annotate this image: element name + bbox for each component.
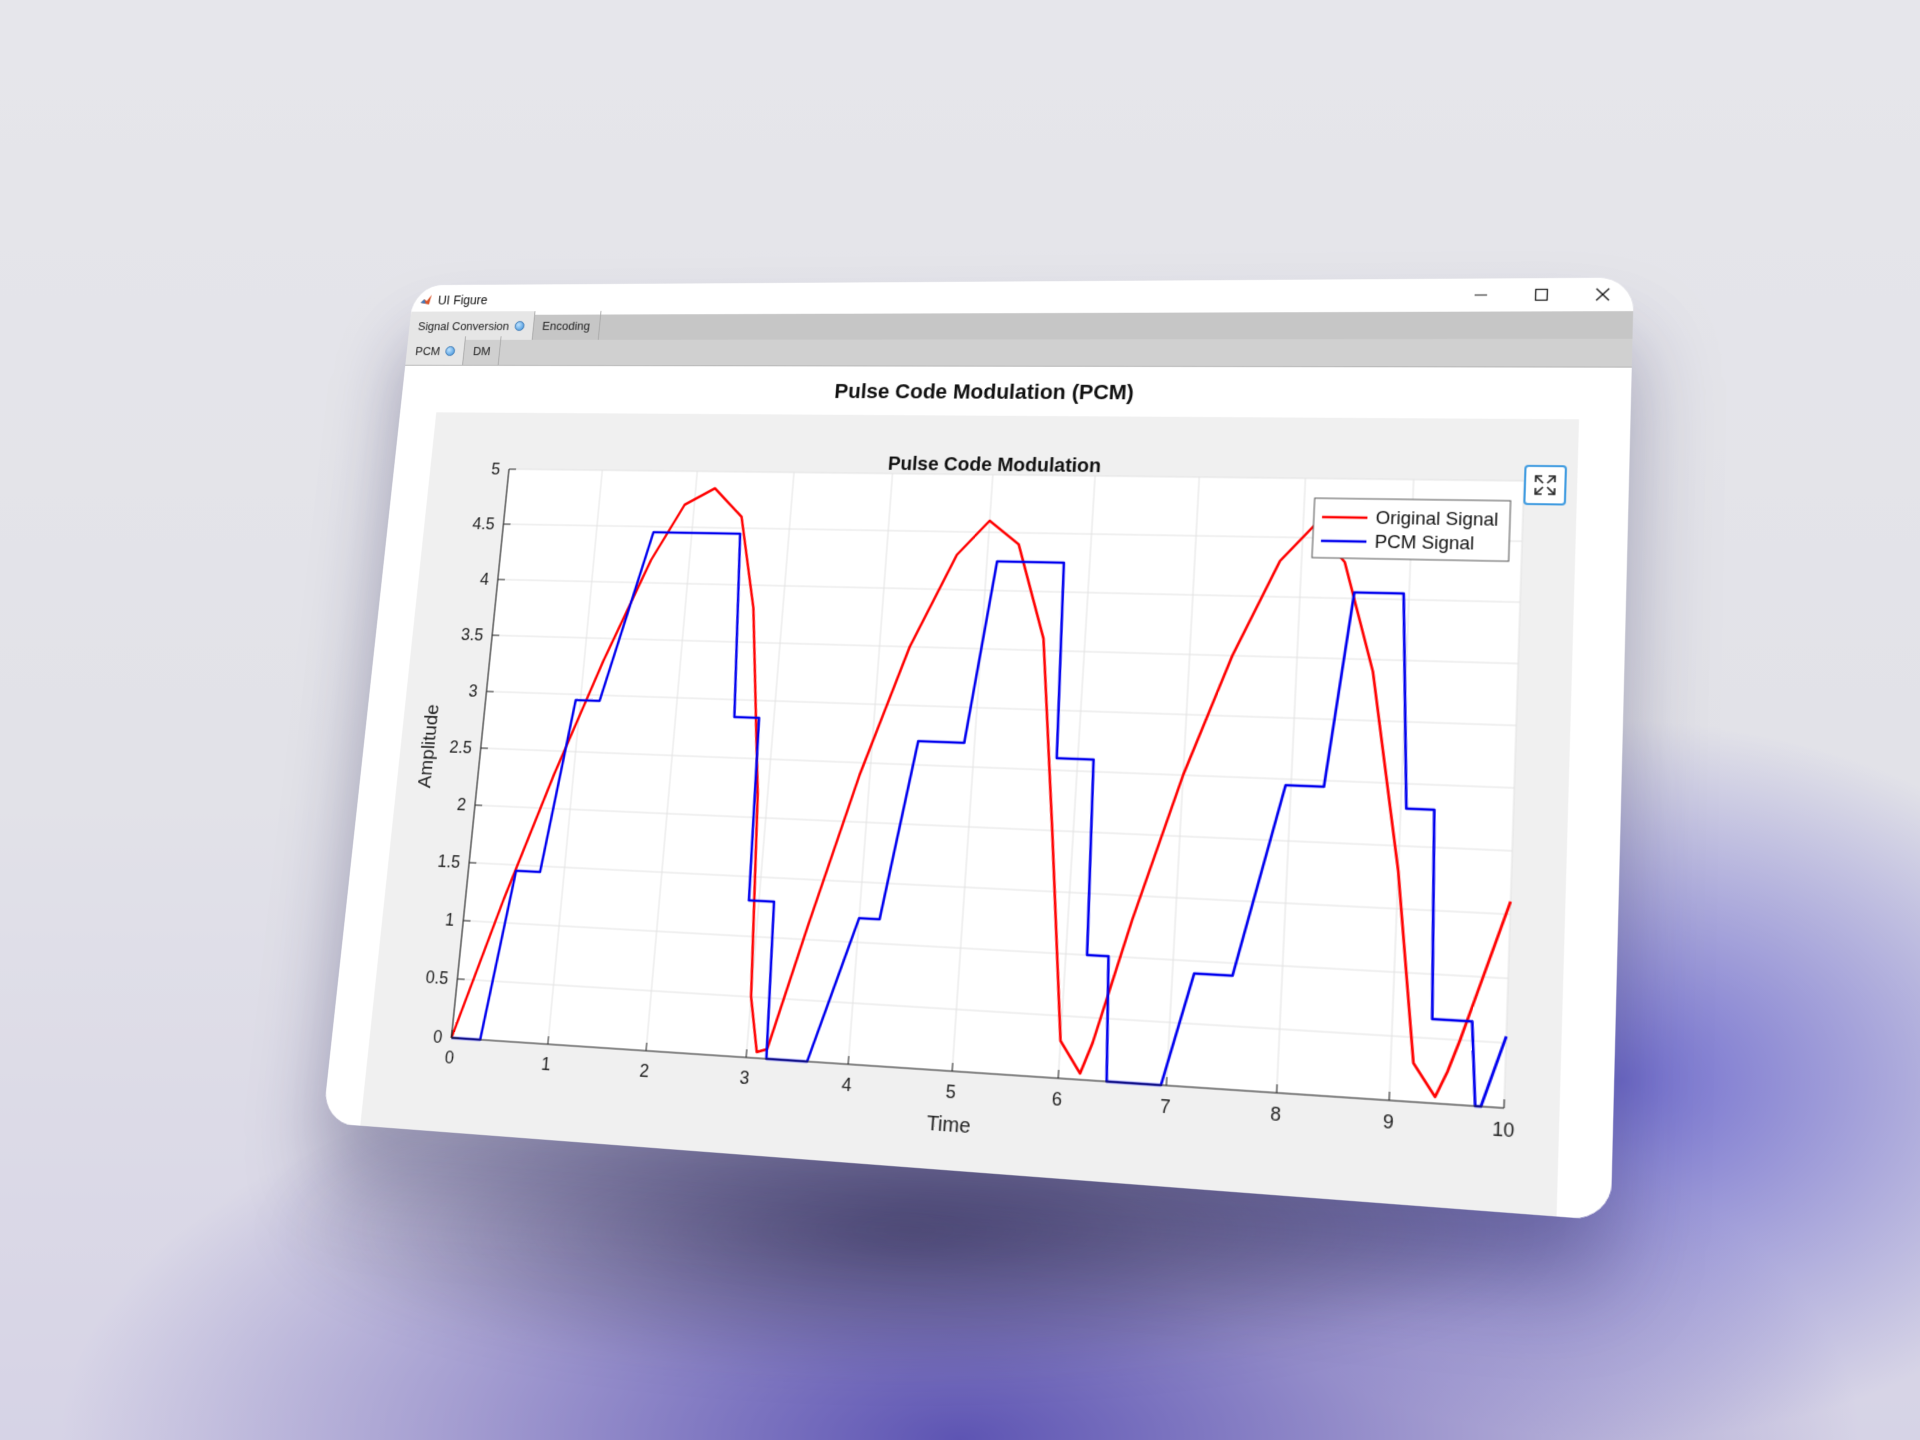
legend-pcm-swatch [1321,541,1366,542]
tab-status-dot-icon [445,346,456,356]
y-tick-label: 4.5 [472,514,496,533]
x-tick [848,1056,849,1064]
x-tick-label: 4 [841,1074,852,1095]
window-title: UI Figure [437,293,488,307]
y-tick-label: 2 [456,795,467,815]
x-tick [1058,1070,1059,1078]
close-icon [1595,288,1610,302]
main-tab-bar: Signal Conversion Encoding [408,311,1633,340]
window-controls [1450,278,1634,312]
x-tick-label: 6 [1051,1088,1063,1110]
pcm-chart: 0 1 2 3 4 5 6 7 8 9 1000.511.522.533.544.55 Pulse … [360,412,1579,1220]
pcm-panel: Pulse Code Modulation (PCM) 0 1 2 3 4 5 6 7 8 9 10… [323,366,1632,1221]
close-button[interactable] [1572,278,1634,312]
matlab-app-icon [418,293,433,307]
tab-encoding[interactable]: Encoding [532,311,601,340]
y-tick-label: 4 [479,570,490,589]
title-bar: UI Figure [411,278,1634,316]
sub-tab-bar: PCM DM [405,339,1632,368]
minimize-icon [1473,288,1488,302]
chart-title: Pulse Code Modulation [887,453,1102,477]
y-tick-label: 3 [468,681,479,700]
legend-pcm-label: PCM Signal [1374,532,1474,554]
y-tick-label: 3.5 [460,625,484,644]
x-tick-label: 10 [1492,1118,1515,1142]
maximize-button[interactable] [1511,278,1573,312]
axes-container: 0 1 2 3 4 5 6 7 8 9 10 0 0.5 1 1.5 2 2.5 3 3.5 4 4.5 5 Pulse … [360,412,1579,1220]
x-axis-label: Time [926,1111,971,1137]
legend-original-swatch [1322,517,1367,518]
panel-title: Pulse Code Modulation (PCM) [401,378,1631,407]
y-tick-label: 0.5 [425,967,450,988]
x-tick-label: 3 [739,1067,750,1088]
tab-dm[interactable]: DM [463,336,502,365]
tab-pcm[interactable]: PCM [405,336,466,365]
tab-status-dot-icon [514,321,525,331]
y-tick-label: 5 [490,460,501,479]
y-tick-label: 1.5 [437,852,461,873]
legend-original-label: Original Signal [1375,508,1498,530]
x-tick [746,1049,747,1057]
expand-button[interactable] [1523,465,1567,506]
maximize-icon [1534,288,1549,302]
tab-pcm-label: PCM [415,344,441,357]
tab-encoding-label: Encoding [542,319,591,333]
plot-area [451,469,1524,1108]
legend: Original Signal PCM Signal [1312,498,1511,561]
y-tick-label: 2.5 [449,737,473,757]
x-tick-label: 9 [1382,1111,1394,1134]
minimize-button[interactable] [1450,278,1511,311]
x-tick-label: 8 [1270,1103,1282,1125]
app-window: UI Figure Signal Conversion Encoding PCM [323,278,1634,1221]
x-tick-label: 5 [945,1081,956,1103]
tab-dm-label: DM [472,344,491,357]
x-tick-label: 7 [1159,1096,1171,1118]
x-tick-label: 1 [540,1054,551,1075]
x-tick-label: 2 [639,1061,650,1082]
expand-icon [1532,473,1558,497]
tab-signal-conversion-label: Signal Conversion [417,319,509,333]
x-tick [952,1063,953,1071]
